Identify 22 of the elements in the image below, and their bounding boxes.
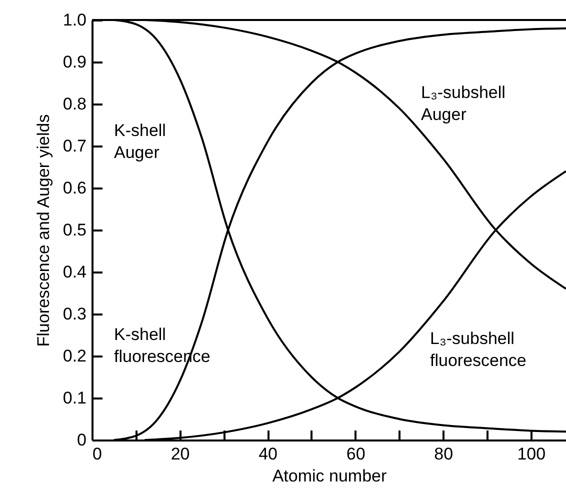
y-tick-label: 0.4 bbox=[62, 262, 86, 282]
annotation: L₃-subshell Auger bbox=[421, 83, 506, 124]
x-axis-title: Atomic number bbox=[272, 466, 387, 486]
annotation: L₃-subshell fluorescence bbox=[430, 329, 526, 370]
y-tick-label: 0.7 bbox=[62, 136, 86, 156]
annotation: K-shell Auger bbox=[114, 121, 166, 162]
x-tick-label: 40 bbox=[258, 444, 278, 464]
x-tick-label: 0 bbox=[92, 444, 102, 464]
y-tick-label: 0.6 bbox=[62, 178, 86, 198]
y-tick-label: 0.9 bbox=[62, 52, 86, 72]
y-tick-label: 0.3 bbox=[62, 304, 86, 324]
x-tick-label: 60 bbox=[346, 444, 366, 464]
y-tick-label: 0.2 bbox=[62, 346, 86, 366]
y-tick-label: 1.0 bbox=[62, 10, 86, 30]
x-tick-label: 80 bbox=[434, 444, 454, 464]
x-tick-label: 100 bbox=[517, 444, 546, 464]
y-axis-title: Fluorescence and Auger yields bbox=[34, 114, 53, 347]
y-tick-label: 0 bbox=[77, 430, 86, 450]
y-tick-label: 0.5 bbox=[62, 220, 86, 240]
y-tick-label: 0.1 bbox=[62, 388, 86, 408]
y-tick-label: 0.8 bbox=[62, 94, 86, 114]
x-tick-label: 20 bbox=[170, 444, 190, 464]
